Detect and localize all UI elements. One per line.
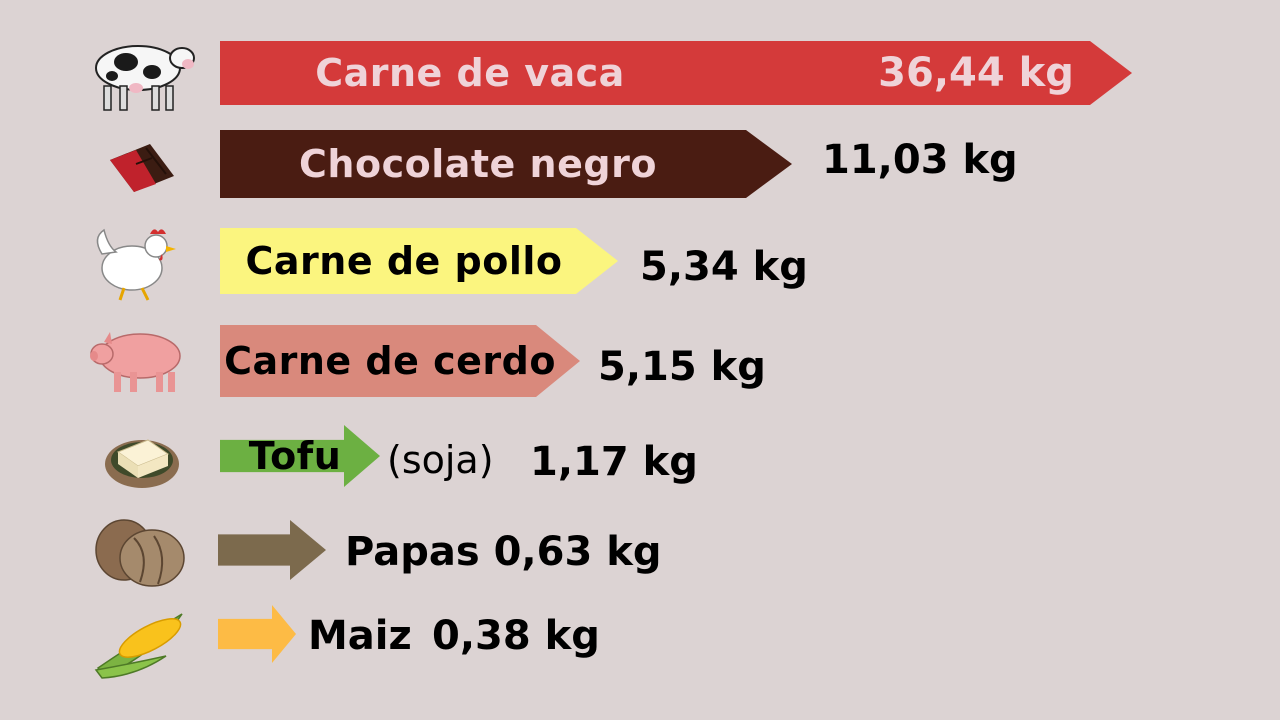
bar-chocolate-negro [220,130,792,198]
category-label: Carne de cerdo [224,339,556,383]
category-label: Maiz [308,613,412,659]
cow-icon [95,45,195,111]
bar-carne-de-pollo [220,228,618,294]
bar-tofu [220,425,380,487]
value-label: 0,63 kg [494,529,662,575]
value-label: 11,03 kg [822,137,1018,183]
annotation-label: (soja) [387,438,494,482]
category-label: Papas 0,63 kg [345,529,661,575]
value-label: 5,15 kg [598,344,766,390]
category-label: Tofu [249,434,342,478]
value-label: 5,34 kg [640,244,808,290]
category-label: Carne de pollo [246,239,563,283]
value-label: 1,17 kg [530,439,698,485]
potato-icon [95,519,185,587]
icons-layer [90,45,195,679]
category-label: Carne de vaca [315,51,625,95]
bar-papas [218,520,326,580]
bars-layer: Carne de vaca 36,44 kg Chocolate negro 11,0… [218,41,1132,663]
corn-icon [94,613,183,679]
category-label: Chocolate negro [299,142,657,186]
bar-carne-de-cerdo [220,325,580,397]
bar-maiz [218,605,296,663]
chocolate-bar-icon [110,144,174,192]
tofu-icon [105,439,179,488]
bar-carne-de-vaca [220,41,1132,105]
category-text: Papas [345,529,494,575]
value-label: 0,38 kg [432,613,600,659]
chicken-icon [96,228,176,301]
value-label: 36,44 kg [878,50,1074,96]
pig-icon [90,332,181,392]
